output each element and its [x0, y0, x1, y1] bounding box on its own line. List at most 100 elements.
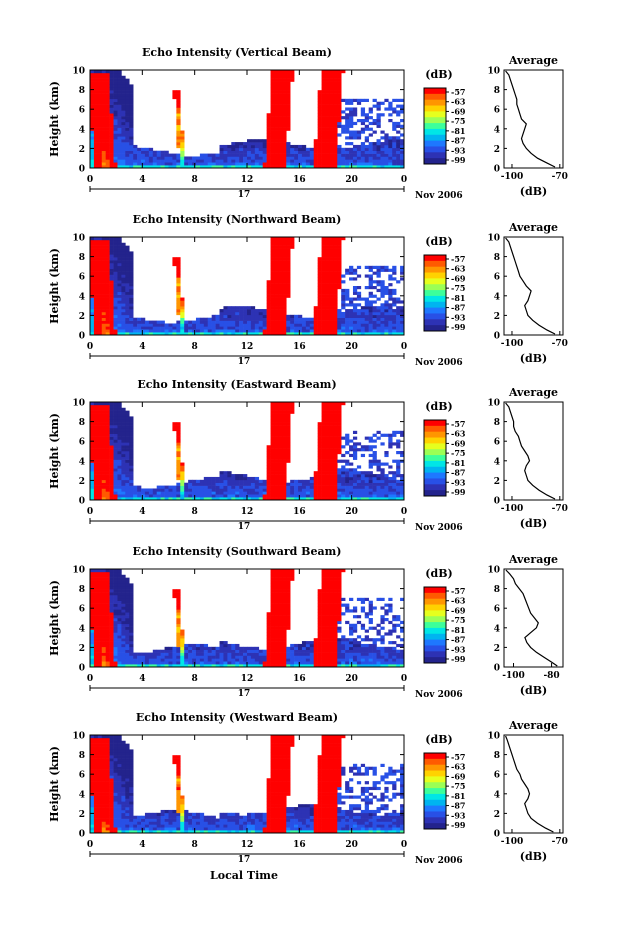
heatmap-cell — [192, 661, 197, 665]
heatmap-cell — [364, 436, 369, 440]
heatmap-cell — [192, 162, 197, 166]
heatmap-cell — [270, 425, 275, 429]
heatmap-cell — [329, 93, 334, 97]
heatmap-cell — [258, 323, 263, 327]
heatmap-cell — [274, 589, 279, 593]
heatmap-cell — [101, 136, 106, 140]
heatmap-cell — [125, 612, 130, 616]
heatmap-cell — [125, 311, 130, 316]
heatmap-cell — [317, 139, 322, 143]
heatmap-cell — [129, 127, 134, 131]
heatmap-cell — [278, 75, 283, 79]
heatmap-cell — [329, 402, 334, 406]
heatmap-cell — [125, 655, 130, 659]
heatmap-cell — [333, 260, 338, 264]
heatmap-cell — [266, 655, 271, 659]
heatmap-cell — [101, 459, 106, 463]
heatmap-cell — [125, 78, 130, 82]
heatmap-cell — [290, 329, 295, 333]
heatmap-cell — [90, 116, 95, 120]
heatmap-cell — [152, 332, 158, 336]
heatmap-cell — [109, 291, 114, 295]
colorbar-swatch — [424, 255, 446, 262]
heatmap-cell — [97, 144, 103, 149]
heatmap-cell — [109, 326, 114, 330]
heatmap-cell — [262, 649, 267, 653]
heatmap-cell — [337, 262, 342, 267]
heatmap-cell — [254, 655, 260, 659]
heatmap-cell — [254, 320, 260, 324]
heatmap-cell — [286, 433, 291, 437]
heatmap-cell — [117, 618, 122, 622]
heatmap-cell — [247, 159, 252, 163]
heatmap-cell — [93, 320, 99, 324]
heatmap-cell — [137, 159, 142, 163]
heatmap-cell — [121, 427, 126, 432]
heatmap-cell — [105, 251, 110, 255]
heatmap-cell — [156, 323, 161, 327]
heatmap-cell — [180, 306, 185, 310]
heatmap-cell — [93, 127, 99, 131]
heatmap-cell — [396, 459, 401, 463]
heatmap-cell — [286, 288, 291, 293]
heatmap-cell — [254, 476, 260, 481]
heatmap-cell — [97, 494, 103, 498]
heatmap-cell — [384, 317, 389, 321]
heatmap-cell — [333, 280, 338, 284]
heatmap-cell — [117, 119, 122, 123]
heatmap-cell — [235, 488, 240, 492]
colorbar-tick-label: -69 — [451, 438, 466, 448]
heatmap-cell — [384, 320, 389, 324]
heatmap-cell — [164, 494, 169, 498]
heatmap-cell — [129, 251, 134, 255]
heatmap-cell — [117, 497, 122, 501]
heatmap-cell — [313, 311, 318, 316]
heatmap-cell — [156, 326, 161, 330]
heatmap-cell — [266, 124, 271, 128]
heatmap-cell — [317, 323, 322, 327]
heatmap-cell — [274, 629, 279, 633]
heatmap-cell — [109, 90, 114, 94]
heatmap-cell — [325, 268, 330, 272]
heatmap-cell — [298, 159, 303, 163]
heatmap-cell — [243, 488, 248, 492]
heatmap-cell — [105, 427, 110, 432]
heatmap-cell — [231, 482, 236, 486]
heatmap-cell — [199, 326, 205, 330]
heatmap-cell — [121, 620, 126, 625]
panel-title: Echo Intensity (Vertical Beam) — [142, 46, 332, 59]
heatmap-cell — [352, 329, 358, 333]
heatmap-cell — [333, 101, 338, 105]
heatmap-cell — [129, 583, 134, 587]
heatmap-cell — [129, 632, 134, 636]
heatmap-cell — [97, 271, 103, 275]
heatmap-cell — [325, 459, 330, 463]
heatmap-cell — [90, 84, 95, 88]
heatmap-cell — [141, 329, 146, 333]
heatmap-cell — [352, 268, 358, 272]
heatmap-cell — [219, 159, 224, 163]
heatmap-cell — [329, 332, 334, 336]
heatmap-cell — [282, 265, 287, 269]
heatmap-cell — [184, 323, 189, 327]
heatmap-cell — [176, 462, 181, 466]
heatmap-cell — [372, 485, 377, 489]
heatmap-cell — [270, 629, 275, 633]
heatmap-cell — [164, 664, 169, 668]
heatmap-cell — [380, 153, 385, 157]
heatmap-cell — [266, 119, 271, 123]
heatmap-cell — [93, 113, 99, 117]
heatmap-cell — [223, 311, 228, 316]
heatmap-cell — [258, 329, 263, 333]
heatmap-cell — [392, 124, 397, 128]
heatmap-cell — [282, 465, 287, 469]
heatmap-cell — [121, 326, 126, 330]
heatmap-cell — [356, 136, 362, 140]
heatmap-cell — [113, 641, 118, 645]
heatmap-cell — [129, 620, 134, 625]
heatmap-cell — [360, 488, 366, 492]
heatmap-cell — [349, 101, 354, 105]
heatmap-cell — [368, 274, 373, 278]
heatmap-cell — [117, 416, 122, 420]
heatmap-cell — [172, 589, 177, 593]
